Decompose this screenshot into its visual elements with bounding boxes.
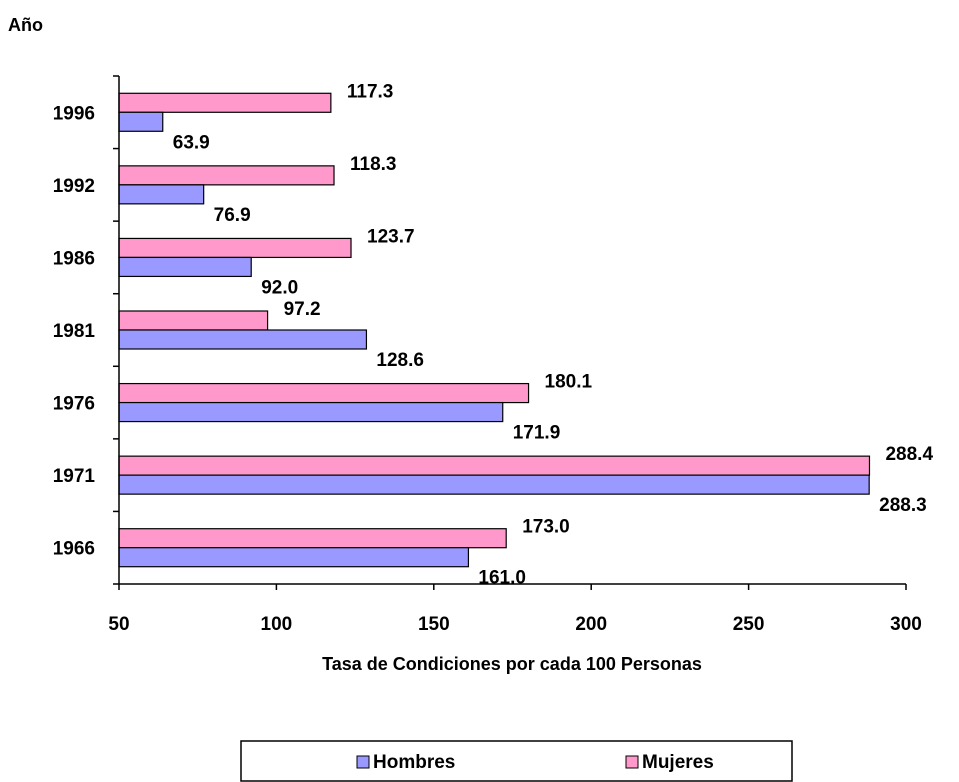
data-label-hombres-1996: 63.9 bbox=[173, 132, 210, 153]
data-label-mujeres-1996: 117.3 bbox=[347, 81, 394, 102]
data-label-hombres-1981: 128.6 bbox=[376, 350, 424, 371]
bar-mujeres-1986 bbox=[118, 237, 352, 259]
y-tick-label-1992: 1992 bbox=[53, 176, 95, 197]
y-tick-label-1986: 1986 bbox=[53, 248, 95, 269]
bar-hombres-1966 bbox=[118, 547, 470, 568]
bar-hombres-1996 bbox=[118, 111, 164, 132]
y-tick-label-1976: 1976 bbox=[53, 394, 95, 415]
legend-swatch-hombres bbox=[356, 755, 370, 769]
data-label-hombres-1976: 171.9 bbox=[513, 423, 561, 444]
data-label-mujeres-1981: 97.2 bbox=[284, 299, 321, 320]
bar-hombres-1971 bbox=[118, 474, 870, 495]
bar-mujeres-1981 bbox=[118, 310, 269, 331]
x-tick-label-200: 200 bbox=[575, 614, 607, 635]
y-tick-label-1966: 1966 bbox=[53, 539, 95, 560]
x-axis-title: Tasa de Condiciones por cada 100 Persona… bbox=[322, 654, 702, 674]
y-tick-label-1981: 1981 bbox=[53, 321, 96, 342]
data-label-mujeres-1976: 180.1 bbox=[545, 372, 593, 393]
x-tick-label-300: 300 bbox=[890, 614, 922, 635]
x-tick-label-50: 50 bbox=[108, 614, 129, 635]
legend-box bbox=[240, 740, 793, 782]
bar-mujeres-1996 bbox=[118, 92, 332, 113]
data-label-mujeres-1966: 173.0 bbox=[522, 517, 570, 538]
data-label-mujeres-1986: 123.7 bbox=[367, 226, 415, 247]
y-tick-label-1971: 1971 bbox=[53, 466, 96, 487]
legend-label-mujeres: Mujeres bbox=[642, 752, 714, 773]
y-axis-title: Año bbox=[8, 15, 43, 35]
bar-mujeres-1971 bbox=[118, 455, 871, 476]
bar-hombres-1992 bbox=[118, 184, 205, 205]
plot-area: 173.0 161.0 1966 288.4 288.3 1971 180.1 171.9 19… bbox=[53, 75, 933, 635]
data-label-mujeres-1992: 118.3 bbox=[350, 154, 397, 175]
x-tick-label-150: 150 bbox=[418, 614, 450, 635]
bar-mujeres-1976 bbox=[118, 382, 530, 404]
bar-hombres-1981 bbox=[118, 329, 368, 350]
data-label-hombres-1986: 92.0 bbox=[261, 277, 298, 298]
bar-hombres-1986 bbox=[118, 256, 252, 278]
x-tick-label-250: 250 bbox=[733, 614, 765, 635]
data-label-hombres-1992: 76.9 bbox=[214, 205, 251, 226]
data-label-hombres-1966: 161.0 bbox=[478, 568, 526, 589]
legend: Hombres Mujeres bbox=[240, 740, 793, 782]
bar-mujeres-1992 bbox=[118, 165, 335, 186]
legend-label-hombres: Hombres bbox=[373, 752, 455, 773]
data-label-hombres-1971: 288.3 bbox=[879, 495, 927, 516]
y-tick-label-1996: 1996 bbox=[53, 103, 95, 124]
bar-mujeres-1966 bbox=[118, 528, 507, 549]
x-tick-label-100: 100 bbox=[261, 614, 293, 635]
legend-swatch-mujeres bbox=[625, 755, 639, 769]
bar-hombres-1976 bbox=[118, 401, 504, 423]
data-label-mujeres-1971: 288.4 bbox=[885, 444, 933, 465]
